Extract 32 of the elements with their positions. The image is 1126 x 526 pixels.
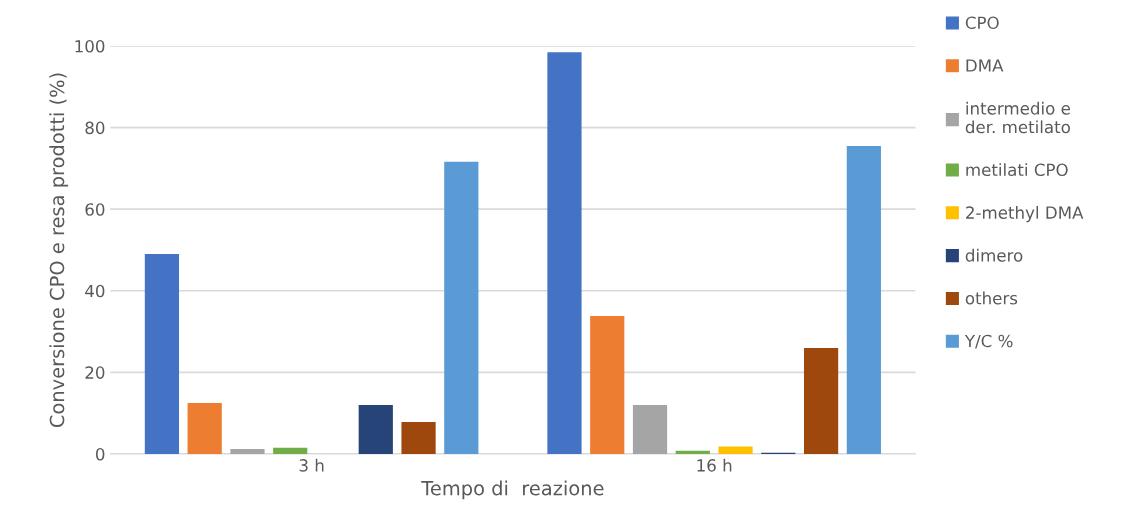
legend-label: dimero <box>965 248 1023 262</box>
y-tick-label: 0 <box>95 447 105 461</box>
x-tick-label: 3 h <box>299 458 324 472</box>
y-tick-label: 100 <box>75 39 105 53</box>
bar <box>230 449 265 454</box>
y-tick-label: 20 <box>85 366 105 379</box>
bar <box>187 402 222 454</box>
bar <box>803 347 839 454</box>
y-tick-label: 60 <box>85 203 105 216</box>
bar <box>675 450 710 454</box>
y-axis-title: Conversione CPO e resa prodotti (%) <box>49 73 69 428</box>
bar <box>144 254 180 454</box>
bar <box>358 404 393 454</box>
bar <box>632 404 668 454</box>
y-tick-label: 40 <box>85 284 105 298</box>
bar <box>718 446 753 454</box>
bar <box>444 161 479 454</box>
bar <box>273 447 308 454</box>
legend-label: intermedio e der. metilato <box>965 101 1070 134</box>
x-tick-label: 16 h <box>697 458 732 472</box>
legend-label: CPO <box>965 16 999 30</box>
bar <box>401 422 436 454</box>
legend-label: 2-methyl DMA <box>966 206 1084 223</box>
legend-label: DMA <box>966 59 1004 72</box>
x-axis-title: Tempo di reazione <box>421 480 604 500</box>
bar <box>547 52 582 454</box>
bar <box>590 316 625 454</box>
y-tick-label: 80 <box>85 121 105 135</box>
legend-label: others <box>965 291 1018 305</box>
legend-label: Y/C % <box>964 334 1013 349</box>
legend-label: metilati CPO <box>966 163 1068 177</box>
bar <box>846 145 881 454</box>
